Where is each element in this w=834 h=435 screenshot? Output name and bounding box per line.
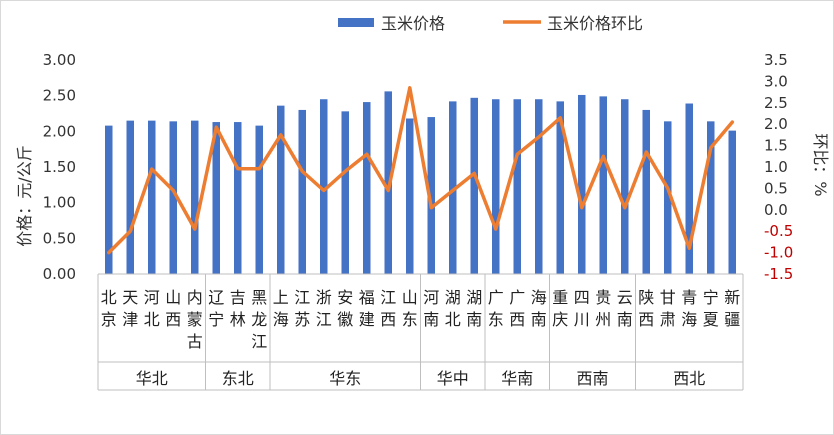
bar-mark <box>492 99 500 274</box>
x-tick-label: 重庆 <box>552 288 568 329</box>
bar-series <box>105 91 736 275</box>
bar-mark <box>320 99 328 274</box>
bar-mark <box>707 121 715 274</box>
x-tick-label: 北京 <box>101 288 117 329</box>
x-tick-label: 辽宁 <box>208 288 224 329</box>
bar-mark <box>449 101 457 274</box>
x-tick-label: 吉林 <box>230 288 246 329</box>
x-tick-label: 江西 <box>380 288 396 329</box>
y-tick-label-right: 1.5 <box>764 137 788 155</box>
y-tick-label-right: -0.5 <box>764 222 793 240</box>
x-tick-label: 湖北 <box>445 288 461 329</box>
y-tick-label-left: 3.00 <box>43 51 76 69</box>
line-path <box>107 86 735 255</box>
x-tick-label: 山西 <box>165 288 181 329</box>
y-axis-right: -1.5 -1.0 -0.5 0.0 0.5 1.0 1.5 2.0 2.5 3.0 3.5 <box>764 51 793 283</box>
group-label: 华北 <box>136 369 168 388</box>
y-tick-label-right: 1.0 <box>764 158 788 176</box>
x-tick-label: 黑龙江 <box>251 288 267 351</box>
y-tick-label-right: 3.5 <box>764 51 788 69</box>
group-label: 华中 <box>437 369 469 388</box>
bar-mark <box>728 130 736 274</box>
x-tick-label: 上海 <box>273 288 289 329</box>
bar-mark <box>148 120 156 274</box>
bar-mark <box>427 117 435 274</box>
bar-mark <box>578 94 586 274</box>
bar-mark <box>169 121 177 274</box>
x-tick-label: 云南 <box>617 288 633 329</box>
y-tick-label-left: 1.00 <box>43 194 76 212</box>
bar-mark <box>685 103 693 274</box>
bar-mark <box>255 125 263 274</box>
y-axis-left: 0.00 0.50 1.00 1.50 2.00 2.50 3.00 <box>43 51 76 283</box>
y-tick-label-right: -1.5 <box>764 265 793 283</box>
x-tick-label: 天津 <box>122 288 138 329</box>
x-tick-label: 四川 <box>574 288 590 329</box>
x-tick-label: 河北 <box>144 288 160 329</box>
x-tick-label: 浙江 <box>316 288 332 329</box>
group-label: 东北 <box>222 369 254 388</box>
group-label: 华东 <box>329 369 361 388</box>
bar-mark <box>406 118 414 274</box>
group-label: 华南 <box>501 369 533 388</box>
bar-mark <box>535 99 543 274</box>
x-tick-label: 江苏 <box>294 288 310 329</box>
y-axis-title-right: 环比：% <box>811 133 830 196</box>
x-tick-label: 广西 <box>509 288 525 329</box>
x-tick-label: 宁夏 <box>703 288 719 329</box>
legend-label-bar: 玉米价格 <box>381 14 445 33</box>
y-tick-label-left: 2.50 <box>43 87 76 105</box>
bar-mark <box>277 105 285 274</box>
bar-mark <box>470 97 478 274</box>
x-tick-label: 贵州 <box>595 288 611 329</box>
x-tick-label: 广东 <box>488 288 504 329</box>
y-tick-label-right: 0.5 <box>764 179 788 197</box>
x-tick-label: 陕西 <box>638 288 654 329</box>
line-series <box>107 86 735 255</box>
bar-mark <box>298 109 306 274</box>
bar-mark <box>363 102 371 274</box>
x-tick-label: 湖南 <box>466 288 482 329</box>
bar-mark <box>126 120 134 274</box>
x-axis: 北京天津河北山西内蒙古辽宁吉林黑龙江上海江苏浙江安徽福建江西山东河南湖北湖南广东… <box>97 273 744 391</box>
y-tick-label-left: 0.00 <box>43 265 76 283</box>
y-tick-label-left: 1.50 <box>43 158 76 176</box>
legend: 玉米价格 玉米价格环比 <box>338 14 643 33</box>
bar-mark <box>341 111 349 274</box>
x-tick-label: 内蒙古 <box>187 288 203 351</box>
y-tick-label-right: -1.0 <box>764 244 793 262</box>
y-tick-label-right: 0.0 <box>764 201 788 219</box>
x-tick-label: 青海 <box>681 288 697 329</box>
x-tick-label: 甘肃 <box>660 288 676 329</box>
group-label: 西南 <box>576 369 608 388</box>
bar-mark <box>212 122 220 274</box>
bar-mark <box>513 99 521 274</box>
x-tick-label: 福建 <box>359 288 375 329</box>
bar-mark <box>191 120 199 274</box>
y-tick-label-right: 2.0 <box>764 115 788 133</box>
bar-mark <box>105 125 113 274</box>
x-tick-label: 海南 <box>531 288 547 329</box>
x-tick-label: 安徽 <box>337 288 353 329</box>
x-tick-label: 河南 <box>423 288 439 329</box>
y-tick-label-right: 2.5 <box>764 94 788 112</box>
y-tick-label-right: 3.0 <box>764 72 788 90</box>
y-axis-title-left: 价格：元/公斤 <box>15 145 34 246</box>
bar-mark <box>599 96 607 274</box>
x-tick-label: 山东 <box>402 288 418 329</box>
bar-mark <box>642 109 650 274</box>
legend-label-line: 玉米价格环比 <box>547 14 643 33</box>
bar-mark <box>234 122 242 274</box>
x-tick-label: 新疆 <box>724 288 740 329</box>
bar-mark <box>621 99 629 274</box>
bar-mark <box>556 101 564 274</box>
y-tick-label-left: 0.50 <box>43 229 76 247</box>
legend-swatch-bar <box>338 18 374 27</box>
y-tick-label-left: 2.00 <box>43 122 76 140</box>
bar-mark <box>664 121 672 274</box>
group-label: 西北 <box>673 369 705 388</box>
